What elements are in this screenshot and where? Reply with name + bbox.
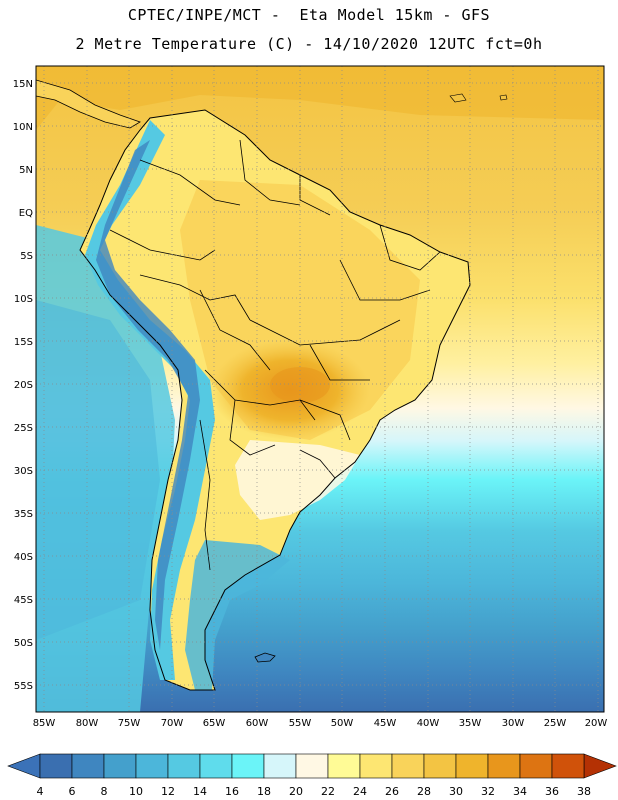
longitude-axis: 85W 80W 75W 70W 65W 60W 55W 50W 45W 40W … (33, 718, 608, 729)
colorbar-swatch (71, 753, 105, 779)
lat-label: 5N (19, 165, 33, 176)
colorbar-low-arrow (7, 753, 41, 779)
colorbar-label: 30 (449, 785, 463, 798)
colorbar-swatch (135, 753, 169, 779)
colorbar-swatch (199, 753, 233, 779)
colorbar-label: 12 (161, 785, 175, 798)
lat-label: 5S (20, 251, 33, 262)
lon-label: 65W (203, 718, 226, 729)
colorbar-swatch (519, 753, 553, 779)
colorbar-swatches (39, 753, 585, 779)
colorbar-swatch (551, 753, 585, 779)
colorbar-label: 38 (577, 785, 591, 798)
map-frame (35, 65, 605, 713)
colorbar-labels: 4 6 8 10 12 14 16 18 20 22 24 26 28 30 3… (37, 785, 592, 798)
falkland-islands (254, 652, 276, 663)
colorbar-high-arrow (583, 753, 617, 779)
colorbar-swatch (167, 753, 201, 779)
lon-label: 25W (544, 718, 567, 729)
colorbar-label: 34 (513, 785, 527, 798)
lat-label: 15N (13, 79, 33, 90)
graticule (36, 66, 604, 712)
temperature-colorbar (7, 753, 617, 779)
lat-label: 40S (14, 552, 33, 563)
lon-label: 45W (374, 718, 397, 729)
lon-label: 80W (76, 718, 99, 729)
colorbar-label: 8 (101, 785, 108, 798)
colorbar-label: 24 (353, 785, 367, 798)
colorbar-swatch (423, 753, 457, 779)
colorbar-label: 36 (545, 785, 559, 798)
lat-label: 10N (13, 122, 33, 133)
lon-label: 40W (417, 718, 440, 729)
colorbar-swatch (359, 753, 393, 779)
colorbar-label: 10 (129, 785, 143, 798)
lat-label: 10S (14, 294, 33, 305)
colorbar-swatch (327, 753, 361, 779)
lat-label: 35S (14, 509, 33, 520)
lon-label: 70W (161, 718, 184, 729)
lat-label: 20S (14, 380, 33, 391)
colorbar-swatch (103, 753, 137, 779)
colorbar-swatch (455, 753, 489, 779)
map-title-line-2: 2 Metre Temperature (C) - 14/10/2020 12U… (75, 35, 543, 53)
caribbean-warm-water (36, 66, 604, 130)
lon-label: 55W (289, 718, 312, 729)
lat-label: 25S (14, 423, 33, 434)
hot-spot (270, 367, 330, 403)
lon-label: 35W (459, 718, 482, 729)
lon-label: 50W (331, 718, 354, 729)
lon-label: 60W (246, 718, 269, 729)
colorbar-swatch (263, 753, 297, 779)
lat-label: 55S (14, 681, 33, 692)
colorbar-label: 20 (289, 785, 303, 798)
andes-coldest-crest (96, 140, 200, 650)
colorbar-swatch (391, 753, 425, 779)
lon-label: 85W (33, 718, 56, 729)
colorbar-swatch (231, 753, 265, 779)
patagonia-cool-region (185, 540, 290, 690)
lat-label: 15S (14, 337, 33, 348)
lat-label: 50S (14, 638, 33, 649)
colorbar-swatch (487, 753, 521, 779)
caribbean-islands (449, 93, 508, 103)
colorbar-label: 32 (481, 785, 495, 798)
andes-cold-ridge (85, 120, 215, 680)
coastline (79, 109, 471, 691)
lon-label: 30W (502, 718, 525, 729)
central-america-landmass (36, 79, 141, 129)
colorbar-label: 4 (37, 785, 44, 798)
lon-label: 75W (118, 718, 141, 729)
colorbar-label: 26 (385, 785, 399, 798)
lat-label: 45S (14, 595, 33, 606)
colorbar-swatch (39, 753, 73, 779)
mild-southern-region (235, 440, 360, 520)
colorbar-label: 6 (69, 785, 76, 798)
colorbar-label: 18 (257, 785, 271, 798)
lat-label: 30S (14, 466, 33, 477)
colorbar-swatch (295, 753, 329, 779)
lon-label: 20W (585, 718, 608, 729)
map-plot-area (36, 66, 604, 712)
map-title-line-1: CPTEC/INPE/MCT - Eta Model 15km - GFS (127, 6, 491, 24)
colorbar-label: 28 (417, 785, 431, 798)
colorbar-label: 16 (225, 785, 239, 798)
colorbar-label: 22 (321, 785, 335, 798)
colorbar-label: 14 (193, 785, 207, 798)
lat-label: EQ (19, 208, 33, 219)
latitude-axis: 15N 10N 5N EQ 5S 10S 15S 20S 25S 30S 35S… (13, 79, 33, 692)
